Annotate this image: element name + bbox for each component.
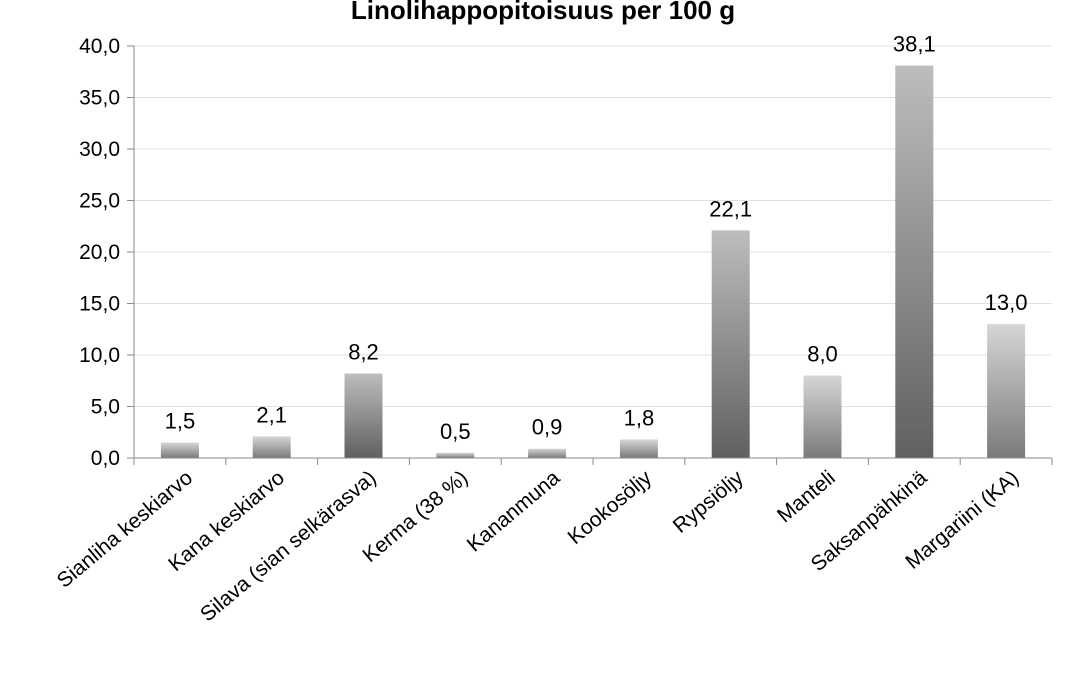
bar bbox=[528, 448, 567, 458]
bar bbox=[344, 373, 383, 458]
data-label: 38,1 bbox=[893, 32, 936, 57]
data-label: 0,9 bbox=[532, 415, 563, 440]
category-label: Kookosöljy bbox=[564, 466, 657, 549]
y-tick-label: 15,0 bbox=[79, 293, 120, 316]
axes bbox=[133, 46, 1053, 465]
bar bbox=[252, 436, 291, 458]
bar bbox=[436, 452, 475, 458]
y-tick-label: 30,0 bbox=[79, 138, 120, 161]
category-label: Manteli bbox=[773, 466, 840, 527]
y-tick-label: 35,0 bbox=[79, 87, 120, 110]
y-tick-label: 10,0 bbox=[79, 344, 120, 367]
data-label: 8,0 bbox=[807, 342, 838, 367]
y-axis-ticks: 0,0 5,0 10,0 15,0 20,0 25,0 30,0 35,0 40,0 bbox=[79, 35, 134, 470]
y-tick-label: 40,0 bbox=[79, 35, 120, 58]
y-tick-label: 20,0 bbox=[79, 241, 120, 264]
data-label: 2,1 bbox=[256, 402, 287, 427]
y-tick-label: 5,0 bbox=[91, 396, 120, 419]
bar bbox=[987, 324, 1026, 458]
gridlines bbox=[134, 45, 1052, 407]
bar bbox=[619, 439, 658, 458]
bar bbox=[895, 65, 934, 458]
y-tick-label: 25,0 bbox=[79, 190, 120, 213]
bars bbox=[160, 65, 1026, 458]
data-label: 0,5 bbox=[440, 419, 471, 444]
data-label: 22,1 bbox=[709, 196, 752, 221]
data-label: 13,0 bbox=[985, 290, 1028, 315]
category-label: Silava (sian selkärasva) bbox=[196, 466, 381, 626]
y-tick-label: 0,0 bbox=[91, 447, 120, 470]
bar bbox=[711, 230, 750, 458]
data-labels: 1,5 2,1 8,2 0,5 0,9 1,8 22,1 8,0 38,1 13,0 bbox=[165, 32, 1028, 444]
bar bbox=[803, 375, 842, 458]
category-label: Sianliha keskiarvo bbox=[53, 466, 197, 592]
category-label: Rypsiöljy bbox=[669, 466, 749, 538]
category-label: Kananmuna bbox=[463, 466, 565, 557]
data-label: 8,2 bbox=[348, 340, 379, 365]
chart-title: Linolihappopitoisuus per 100 g bbox=[351, 0, 735, 25]
data-label: 1,8 bbox=[624, 405, 655, 430]
data-label: 1,5 bbox=[165, 409, 196, 434]
bar bbox=[160, 442, 199, 458]
